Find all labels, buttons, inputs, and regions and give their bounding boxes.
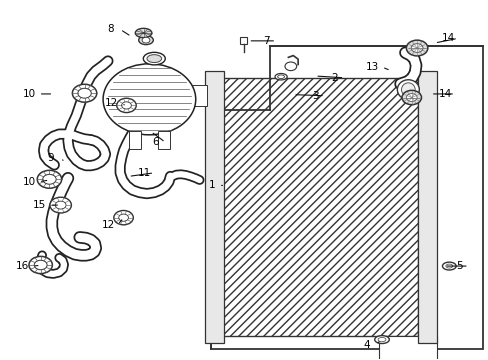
Text: 13: 13 (365, 62, 378, 72)
Circle shape (78, 88, 91, 98)
Circle shape (285, 62, 296, 71)
Circle shape (117, 98, 136, 113)
Text: 8: 8 (107, 24, 114, 35)
Bar (417, 71, 436, 343)
Bar (129, 131, 141, 149)
Bar (222, 78, 417, 336)
Circle shape (114, 211, 133, 225)
Circle shape (406, 40, 427, 56)
Text: 1: 1 (208, 180, 215, 190)
Text: 12: 12 (105, 98, 118, 108)
Ellipse shape (143, 52, 165, 65)
Circle shape (50, 197, 71, 213)
Text: 10: 10 (22, 89, 36, 99)
Ellipse shape (445, 264, 452, 268)
Text: 2: 2 (331, 73, 337, 83)
Text: 7: 7 (263, 36, 269, 46)
Circle shape (401, 90, 421, 105)
Ellipse shape (374, 336, 388, 343)
Circle shape (34, 260, 47, 270)
Ellipse shape (135, 28, 152, 38)
Bar (378, 336, 436, 360)
Text: 10: 10 (22, 177, 36, 187)
Text: 6: 6 (152, 138, 159, 147)
Text: 3: 3 (311, 91, 318, 101)
Ellipse shape (147, 55, 161, 63)
Circle shape (410, 44, 422, 52)
Ellipse shape (103, 64, 195, 135)
Text: 14: 14 (438, 89, 451, 99)
Text: 14: 14 (441, 33, 454, 43)
Bar (211, 45, 483, 348)
Ellipse shape (274, 73, 286, 80)
Text: 4: 4 (363, 340, 369, 350)
Text: 16: 16 (16, 261, 29, 271)
Bar (192, 85, 206, 107)
Bar (239, 37, 247, 44)
Circle shape (37, 170, 61, 188)
Circle shape (55, 201, 66, 209)
Circle shape (142, 37, 150, 43)
Ellipse shape (139, 36, 153, 45)
Ellipse shape (277, 75, 284, 78)
Ellipse shape (442, 262, 455, 270)
Bar (205, 71, 224, 343)
Ellipse shape (397, 80, 418, 99)
Circle shape (29, 256, 52, 274)
Text: 9: 9 (47, 153, 54, 163)
Text: 11: 11 (138, 168, 151, 178)
Text: 15: 15 (33, 200, 46, 210)
Bar (158, 131, 169, 149)
Ellipse shape (377, 337, 385, 342)
Text: 12: 12 (101, 220, 114, 230)
Circle shape (72, 84, 97, 102)
Circle shape (42, 174, 56, 184)
Circle shape (122, 102, 131, 109)
Bar (210, 44, 269, 110)
Ellipse shape (401, 83, 414, 96)
Circle shape (406, 94, 416, 102)
Text: 5: 5 (455, 261, 462, 271)
Circle shape (119, 214, 128, 221)
